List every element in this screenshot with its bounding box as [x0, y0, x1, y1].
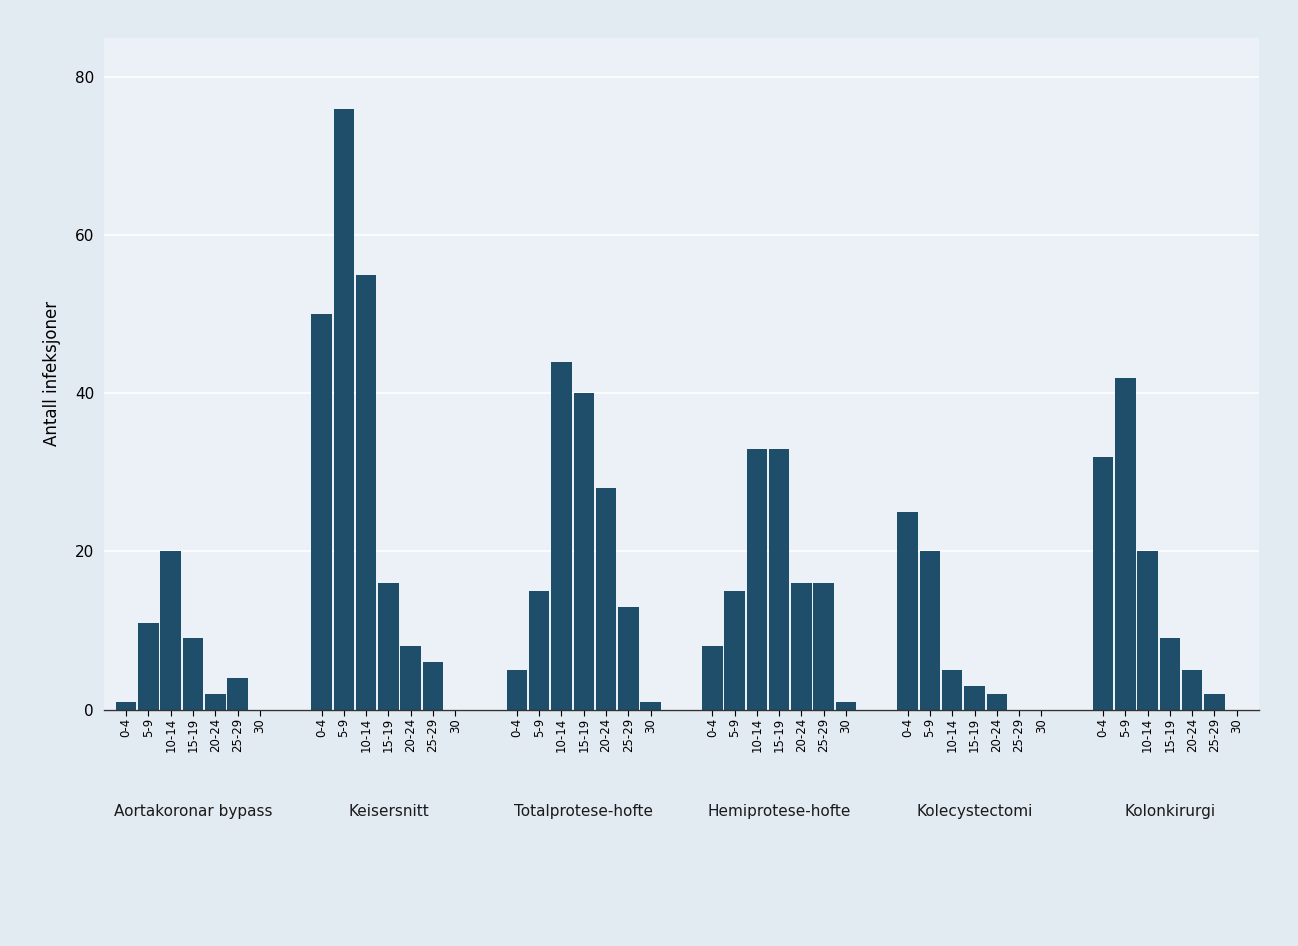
Text: Totalprotese-hofte: Totalprotese-hofte: [514, 804, 653, 819]
Bar: [724, 591, 745, 710]
Bar: [506, 670, 527, 710]
Bar: [836, 702, 857, 710]
Bar: [1182, 670, 1202, 710]
Text: Kolecystectomi: Kolecystectomi: [916, 804, 1033, 819]
Bar: [312, 314, 332, 710]
Bar: [768, 448, 789, 710]
Bar: [552, 361, 571, 710]
Bar: [702, 646, 723, 710]
Y-axis label: Antall infeksjoner: Antall infeksjoner: [43, 301, 61, 447]
Text: Keisersnitt: Keisersnitt: [348, 804, 428, 819]
Bar: [1115, 377, 1136, 710]
Bar: [378, 583, 398, 710]
Bar: [1205, 693, 1225, 710]
Bar: [942, 670, 963, 710]
Bar: [116, 702, 136, 710]
Bar: [227, 678, 248, 710]
Bar: [1093, 457, 1114, 710]
Bar: [183, 639, 204, 710]
Bar: [640, 702, 661, 710]
Bar: [596, 488, 617, 710]
Text: Kolonkirurgi: Kolonkirurgi: [1124, 804, 1215, 819]
Bar: [1137, 552, 1158, 710]
Bar: [423, 662, 443, 710]
Bar: [161, 552, 180, 710]
Bar: [1159, 639, 1180, 710]
Bar: [138, 622, 158, 710]
Bar: [356, 275, 376, 710]
Text: Aortakoronar bypass: Aortakoronar bypass: [114, 804, 273, 819]
Bar: [400, 646, 421, 710]
Bar: [814, 583, 835, 710]
Bar: [897, 512, 918, 710]
Bar: [746, 448, 767, 710]
Bar: [792, 583, 811, 710]
Bar: [574, 394, 594, 710]
Bar: [334, 109, 354, 710]
Bar: [986, 693, 1007, 710]
Text: Hemiprotese-hofte: Hemiprotese-hofte: [707, 804, 850, 819]
Bar: [964, 686, 985, 710]
Bar: [528, 591, 549, 710]
Bar: [205, 693, 226, 710]
Bar: [618, 606, 639, 710]
Bar: [920, 552, 940, 710]
